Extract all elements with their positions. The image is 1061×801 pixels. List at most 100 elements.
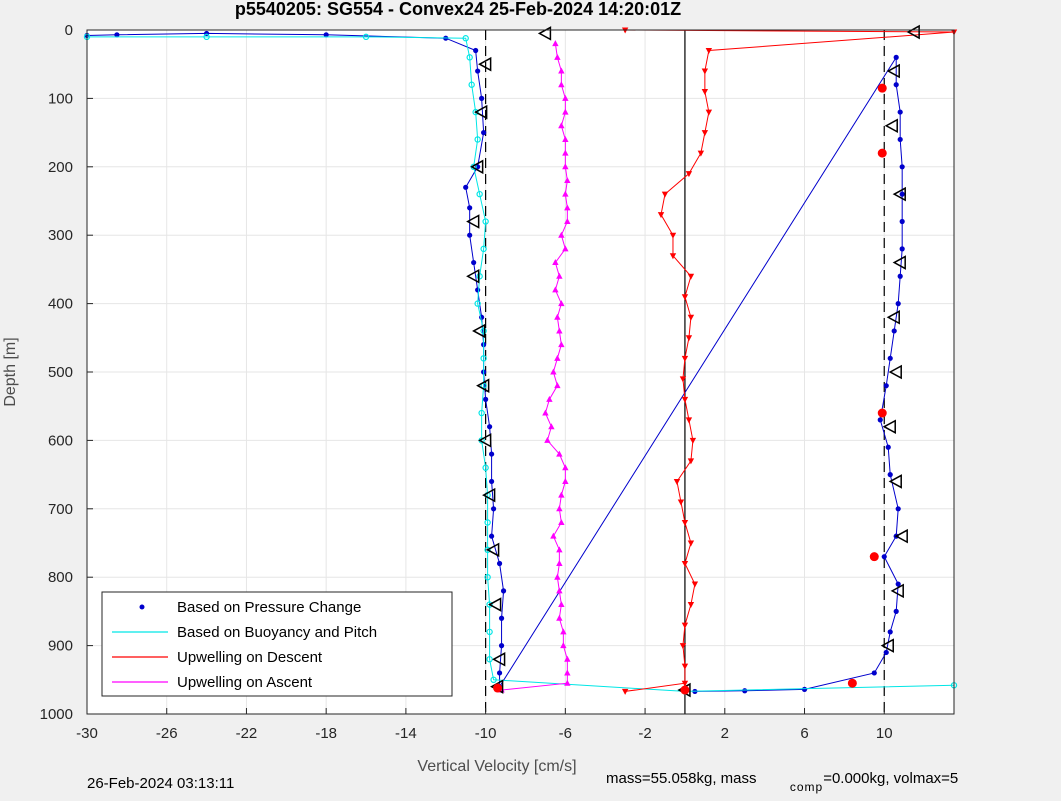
data-point xyxy=(899,246,905,252)
x-tick-label: -18 xyxy=(315,725,337,742)
data-point xyxy=(883,383,889,389)
data-point xyxy=(558,231,565,238)
data-point xyxy=(885,444,891,450)
data-point xyxy=(701,89,709,96)
x-tick-label: -10 xyxy=(475,725,497,742)
data-point xyxy=(114,32,120,38)
data-point xyxy=(687,314,695,321)
data-point xyxy=(482,464,489,471)
mass-comp-text: =0.000kg, volmax=5 xyxy=(823,770,959,787)
data-point xyxy=(556,587,563,594)
data-point xyxy=(462,35,469,42)
data-point xyxy=(701,130,709,137)
data-point xyxy=(685,417,693,424)
data-point xyxy=(681,680,689,687)
data-point xyxy=(687,540,695,547)
annotation-marker xyxy=(877,83,887,93)
data-point xyxy=(883,649,889,656)
data-point xyxy=(705,109,713,116)
data-point xyxy=(323,32,329,38)
y-tick-label: 400 xyxy=(48,296,73,313)
data-point xyxy=(621,688,629,695)
annotation-marker xyxy=(888,364,902,380)
annotation-marker xyxy=(486,542,500,558)
data-point xyxy=(673,478,681,485)
annotation-marker xyxy=(492,652,506,667)
x-tick-label: -26 xyxy=(156,725,178,742)
data-point xyxy=(897,273,903,279)
data-point xyxy=(558,601,565,608)
data-point xyxy=(687,273,695,280)
data-point xyxy=(689,437,697,444)
y-axis-label: Depth [m] xyxy=(2,337,19,406)
annotation-marker xyxy=(884,118,898,134)
legend-label: Based on Buoyancy and Pitch xyxy=(177,624,377,641)
y-tick-label: 200 xyxy=(48,159,73,176)
data-point xyxy=(899,218,905,225)
x-tick-label: -14 xyxy=(395,725,417,742)
data-point xyxy=(544,436,551,443)
data-point xyxy=(475,68,481,74)
data-point xyxy=(681,355,689,362)
data-series xyxy=(83,24,958,698)
annotation-marker xyxy=(847,678,857,688)
data-point xyxy=(483,396,489,402)
data-point xyxy=(681,519,689,526)
annotation-marker xyxy=(466,268,480,284)
annotation-marker xyxy=(466,214,480,229)
data-point xyxy=(474,136,481,143)
data-point xyxy=(556,327,563,334)
data-point xyxy=(556,614,563,621)
data-point xyxy=(473,47,479,54)
data-point xyxy=(562,245,569,252)
data-point xyxy=(871,670,877,676)
data-point xyxy=(685,171,693,178)
data-point xyxy=(362,33,370,41)
data-point xyxy=(687,458,695,465)
x-tick-label: -30 xyxy=(76,725,98,742)
data-point xyxy=(552,40,559,47)
annotation-marker xyxy=(892,186,906,202)
y-tick-label: 900 xyxy=(48,638,73,655)
data-point xyxy=(669,253,677,260)
data-point xyxy=(490,676,497,684)
x-axis-label: Vertical Velocity [cm/s] xyxy=(417,758,576,775)
data-point xyxy=(562,190,569,197)
x-tick-label: 10 xyxy=(876,725,893,742)
series-2 xyxy=(621,27,958,695)
data-point xyxy=(554,53,561,60)
annotation-marker xyxy=(470,159,484,175)
data-point xyxy=(877,417,883,423)
data-point xyxy=(891,328,897,334)
data-point xyxy=(558,518,565,525)
data-point xyxy=(467,205,473,211)
data-point xyxy=(564,655,571,662)
x-tick-label: -22 xyxy=(236,725,258,742)
data-point xyxy=(562,108,569,115)
data-point xyxy=(479,95,485,101)
data-point xyxy=(562,135,569,142)
data-point xyxy=(548,423,555,430)
annotation-marker xyxy=(886,63,900,79)
data-point xyxy=(564,176,571,183)
annotation-marker xyxy=(877,408,887,418)
data-point xyxy=(556,272,563,279)
data-point xyxy=(887,472,893,478)
data-point xyxy=(679,376,687,383)
data-point xyxy=(681,663,689,670)
data-point xyxy=(203,33,210,41)
data-point xyxy=(556,546,563,553)
data-point xyxy=(554,573,561,580)
data-point xyxy=(480,327,487,335)
footer-timestamp: 26-Feb-2024 03:13:11 xyxy=(87,775,235,792)
annotation-marker xyxy=(680,685,690,695)
data-point xyxy=(705,48,713,55)
legend-swatch xyxy=(139,604,145,610)
data-point xyxy=(681,396,689,403)
y-tick-label: 300 xyxy=(48,227,73,244)
data-point xyxy=(556,505,563,512)
data-point xyxy=(484,546,491,554)
data-point xyxy=(564,679,571,686)
data-point xyxy=(893,54,899,60)
data-point xyxy=(685,335,693,342)
